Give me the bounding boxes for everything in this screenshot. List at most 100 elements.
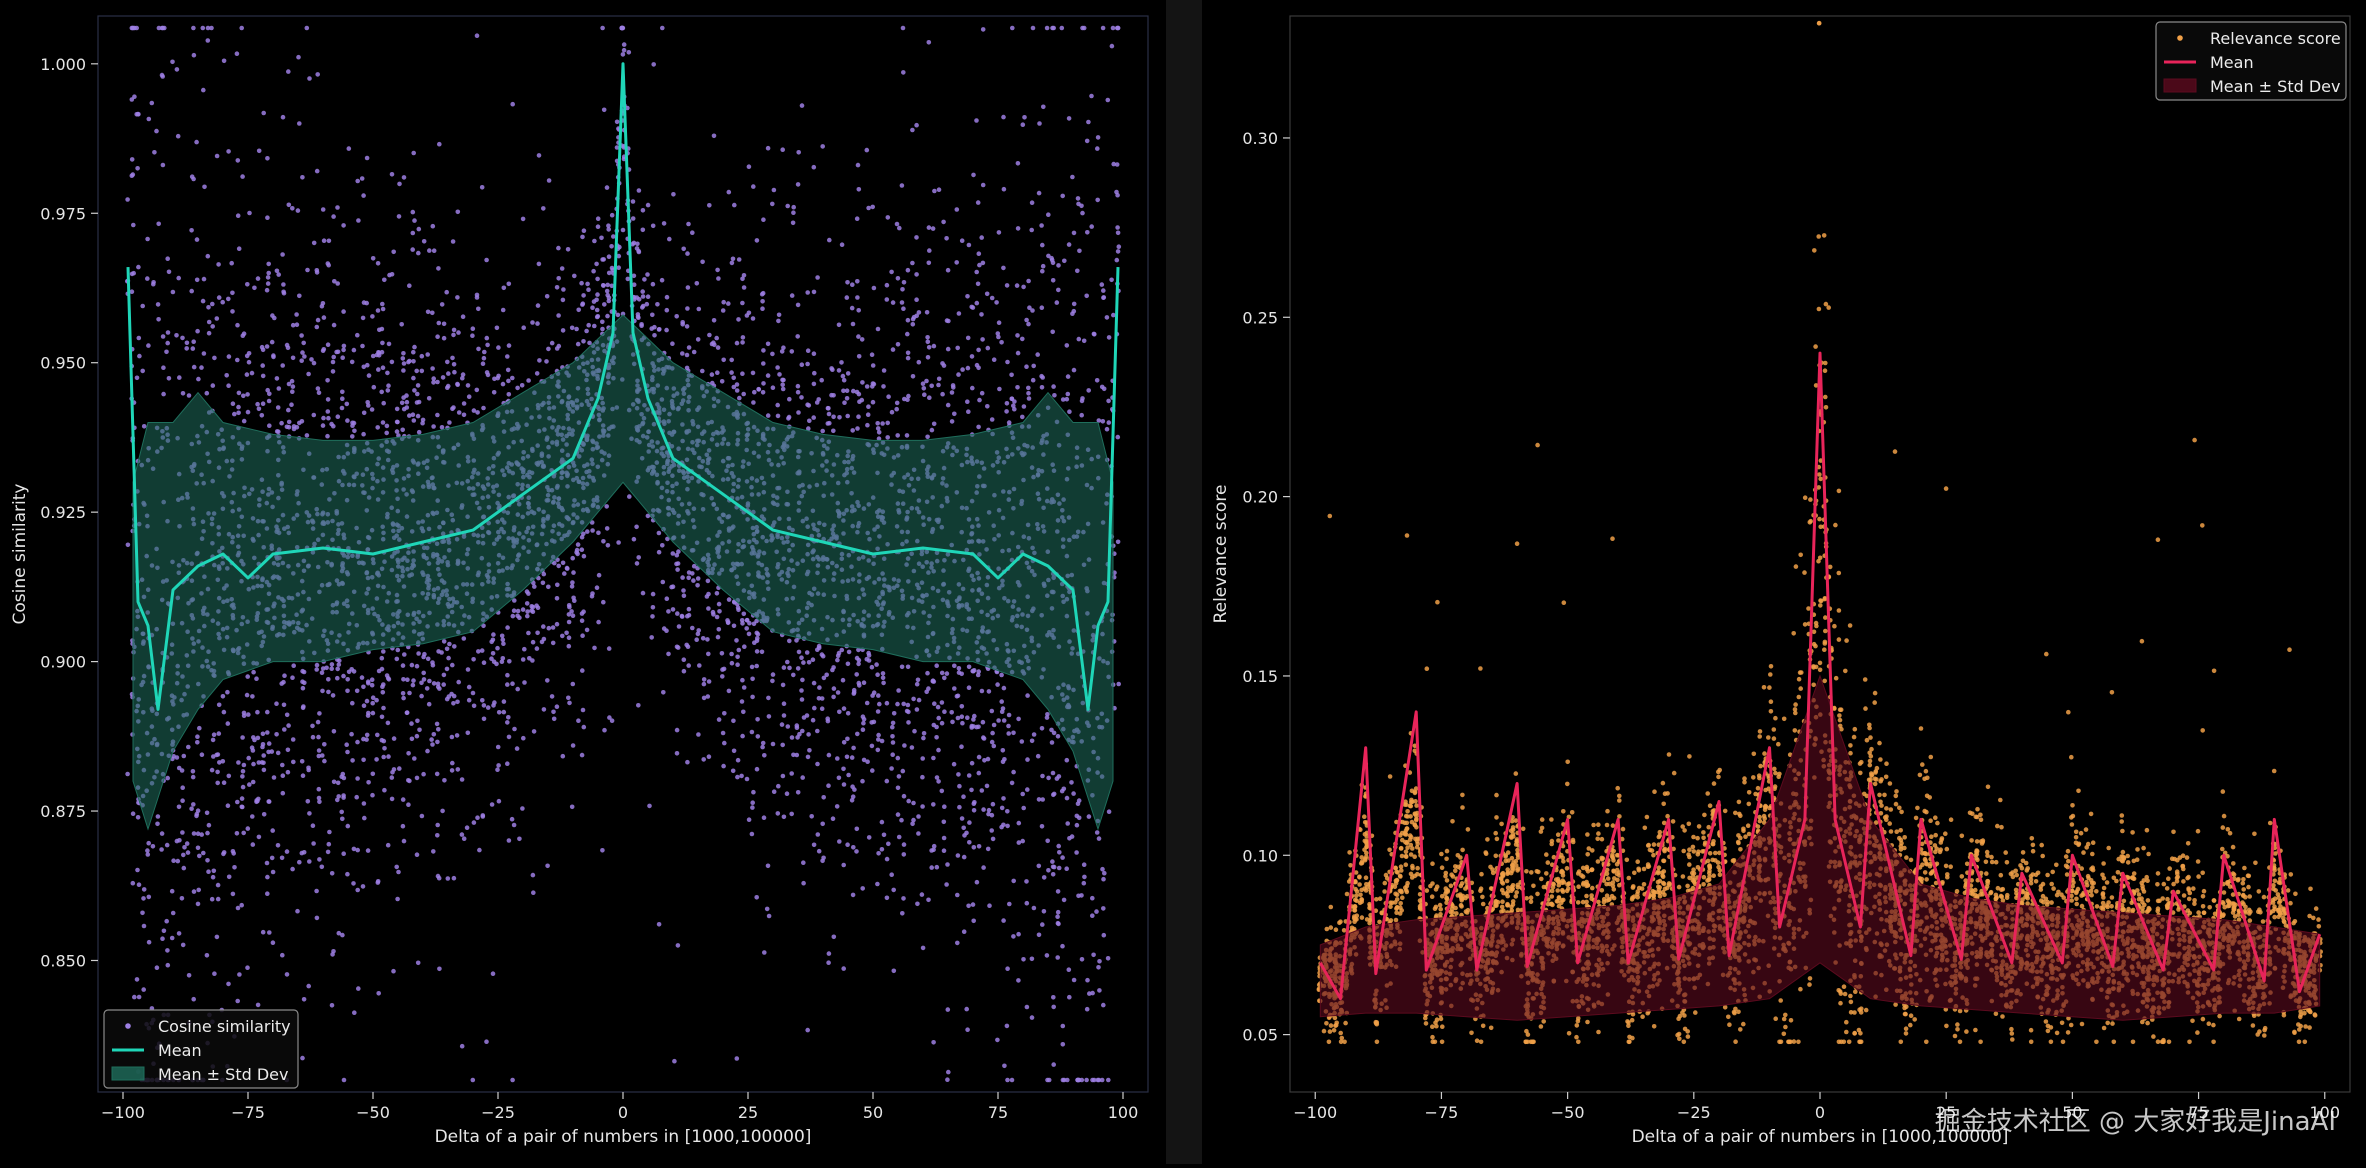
scatter-point xyxy=(884,700,890,706)
scatter-point xyxy=(685,759,690,765)
scatter-point xyxy=(762,950,767,955)
scatter-point xyxy=(956,772,961,777)
scatter-point xyxy=(239,796,245,801)
scatter-point xyxy=(839,242,845,247)
scatter-point xyxy=(264,860,270,866)
scatter-point xyxy=(465,730,471,736)
scatter-point xyxy=(734,340,740,346)
scatter-point xyxy=(831,686,837,691)
scatter-point xyxy=(726,688,732,694)
scatter-point xyxy=(861,757,867,763)
scatter-point xyxy=(1039,385,1045,390)
scatter-point xyxy=(811,164,817,170)
scatter-point xyxy=(461,412,467,418)
scatter-point xyxy=(130,811,136,816)
scatter-point xyxy=(164,349,169,355)
scatter-point xyxy=(787,665,792,671)
scatter-point xyxy=(979,312,984,317)
scatter-point xyxy=(865,759,870,764)
scatter-point xyxy=(760,740,766,746)
scatter-point xyxy=(570,613,576,618)
scatter-point xyxy=(1031,905,1037,911)
scatter-point xyxy=(145,852,151,857)
scatter-point xyxy=(680,351,685,356)
scatter-point xyxy=(1055,914,1060,919)
scatter-point xyxy=(341,1077,347,1083)
scatter-point xyxy=(932,188,937,194)
scatter-point xyxy=(431,424,436,429)
scatter-point xyxy=(360,343,365,349)
scatter-point xyxy=(754,895,759,900)
scatter-point xyxy=(735,774,740,780)
scatter-point xyxy=(1011,878,1016,884)
scatter-point xyxy=(635,241,640,247)
scatter-point xyxy=(959,744,964,749)
scatter-point xyxy=(501,285,507,291)
scatter-point xyxy=(894,400,900,406)
scatter-point xyxy=(197,725,202,731)
scatter-point xyxy=(746,817,752,822)
scatter-point xyxy=(1026,385,1031,391)
scatter-point xyxy=(1016,931,1021,937)
scatter-point xyxy=(1004,283,1010,288)
scatter-point xyxy=(1101,1002,1106,1008)
scatter-point xyxy=(579,547,585,552)
scatter-point xyxy=(800,775,805,780)
scatter-point xyxy=(210,301,215,307)
scatter-point xyxy=(241,393,246,399)
scatter-point xyxy=(590,305,595,311)
scatter-point xyxy=(521,735,526,741)
scatter-point xyxy=(186,393,192,398)
scatter-point xyxy=(511,822,517,828)
scatter-point xyxy=(570,743,576,748)
scatter-point xyxy=(1000,748,1006,753)
scatter-point xyxy=(409,736,415,742)
scatter-point xyxy=(1044,953,1050,958)
scatter-point xyxy=(716,717,722,722)
scatter-point xyxy=(754,649,760,654)
scatter-point xyxy=(205,858,210,863)
scatter-point xyxy=(941,835,947,841)
scatter-point xyxy=(1096,418,1102,423)
scatter-point xyxy=(714,335,719,341)
scatter-point xyxy=(365,362,370,368)
scatter-point xyxy=(714,614,720,620)
scatter-point xyxy=(812,370,817,376)
scatter-point xyxy=(411,359,416,364)
scatter-point xyxy=(701,695,707,701)
scatter-point xyxy=(181,865,187,871)
scatter-point xyxy=(616,265,621,271)
scatter-point xyxy=(676,549,681,554)
scatter-point xyxy=(670,607,676,612)
scatter-point xyxy=(215,882,221,888)
scatter-point xyxy=(837,839,842,844)
scatter-point xyxy=(380,301,385,307)
scatter-point xyxy=(1105,97,1111,103)
scatter-point xyxy=(236,390,242,396)
scatter-point xyxy=(885,420,890,426)
scatter-point xyxy=(609,212,615,218)
scatter-point xyxy=(621,47,627,53)
scatter-point xyxy=(826,752,832,758)
scatter-point xyxy=(364,737,369,742)
scatter-point xyxy=(170,289,176,295)
scatter-point xyxy=(672,1058,677,1064)
scatter-point xyxy=(971,172,976,178)
scatter-point xyxy=(437,141,442,147)
scatter-point xyxy=(901,842,907,847)
scatter-point xyxy=(341,795,346,800)
scatter-point xyxy=(961,794,966,799)
scatter-point xyxy=(435,833,440,838)
scatter-point xyxy=(849,755,855,760)
scatter-point xyxy=(452,644,457,649)
scatter-point xyxy=(631,536,637,542)
scatter-point xyxy=(589,520,595,525)
scatter-point xyxy=(511,608,517,613)
scatter-point xyxy=(519,383,525,388)
scatter-point xyxy=(271,354,276,360)
scatter-point xyxy=(131,270,136,276)
scatter-point xyxy=(515,613,520,619)
scatter-point xyxy=(204,810,210,816)
scatter-point xyxy=(596,619,601,625)
scatter-point xyxy=(795,790,801,795)
